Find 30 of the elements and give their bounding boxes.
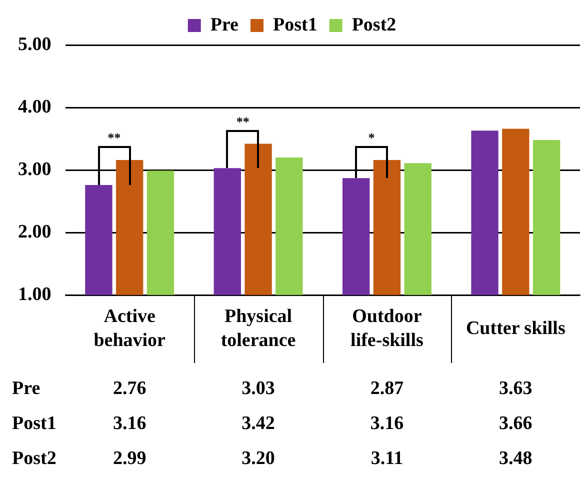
data-label: 3.11 — [370, 448, 404, 469]
x-tick-label: Physical tolerance — [220, 306, 296, 351]
text: Pre — [12, 378, 40, 399]
data-label: 2.76 — [112, 378, 146, 399]
data-label: 3.16 — [370, 412, 404, 434]
text: Post1 — [12, 412, 56, 434]
data-label: 3.16 — [112, 412, 146, 434]
annotation: * — [367, 130, 376, 145]
data-label: 2.99 — [112, 448, 146, 469]
data-label: 3.63 — [499, 378, 532, 399]
x-tick-label: Outdoor life-skills — [350, 306, 424, 351]
y-tick-label: 2.00 — [18, 221, 52, 242]
data-label: 3.20 — [242, 448, 275, 469]
data-label: 3.42 — [242, 412, 275, 434]
data-label: 3.66 — [499, 412, 532, 434]
x-tick-label: Cutter skills — [466, 318, 566, 339]
data-label: 3.48 — [499, 448, 532, 469]
data-label: 3.03 — [242, 378, 275, 399]
data-label: 2.87 — [370, 378, 404, 399]
text: Post2 — [12, 448, 56, 469]
annotation: ** — [106, 130, 122, 145]
legend-label: Post2 — [352, 14, 396, 36]
y-tick-label: 3.00 — [18, 158, 52, 180]
x-tick-label: Active behavior — [94, 306, 166, 351]
annotation: ** — [235, 114, 250, 129]
legend-label: Post1 — [272, 14, 318, 36]
y-tick-label: 4.00 — [18, 96, 52, 118]
legend-label: Pre — [210, 14, 238, 36]
y-tick-label: 1.00 — [18, 284, 52, 305]
y-tick-label: 5.00 — [18, 34, 52, 55]
